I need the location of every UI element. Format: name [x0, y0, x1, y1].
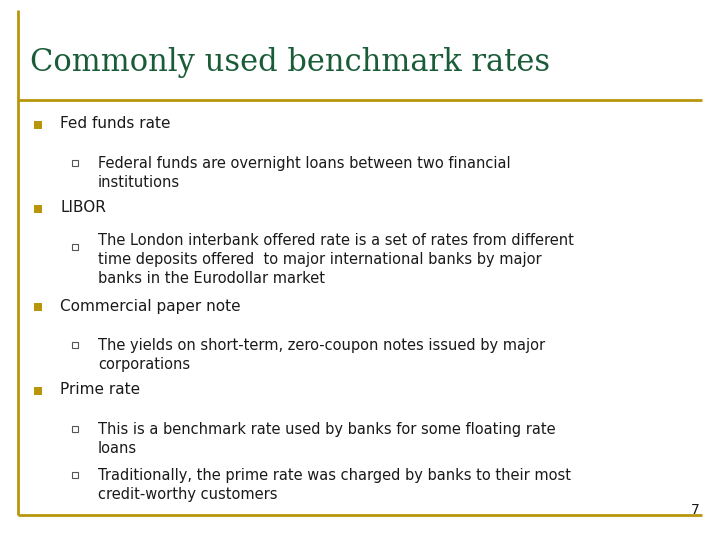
Text: Traditionally, the prime rate was charged by banks to their most
credit-worthy c: Traditionally, the prime rate was charge…	[98, 468, 571, 502]
Text: This is a benchmark rate used by banks for some floating rate
loans: This is a benchmark rate used by banks f…	[98, 422, 556, 456]
Bar	[72, 472, 78, 478]
Text: Commonly used benchmark rates: Commonly used benchmark rates	[30, 46, 550, 78]
Bar	[72, 160, 78, 166]
Text: Federal funds are overnight loans between two financial
institutions: Federal funds are overnight loans betwee…	[98, 156, 510, 190]
Bar	[34, 205, 42, 213]
Text: Commercial paper note: Commercial paper note	[60, 299, 240, 314]
Text: Prime rate: Prime rate	[60, 382, 140, 397]
Bar	[72, 244, 78, 250]
Bar	[34, 303, 42, 311]
Text: LIBOR: LIBOR	[60, 200, 106, 215]
Text: The London interbank offered rate is a set of rates from different
time deposits: The London interbank offered rate is a s…	[98, 233, 574, 286]
Bar	[34, 387, 42, 395]
Bar	[72, 342, 78, 348]
Bar	[72, 426, 78, 432]
Text: The yields on short-term, zero-coupon notes issued by major
corporations: The yields on short-term, zero-coupon no…	[98, 338, 545, 372]
Text: Fed funds rate: Fed funds rate	[60, 117, 171, 132]
Text: 7: 7	[691, 503, 700, 517]
Bar	[34, 121, 42, 129]
